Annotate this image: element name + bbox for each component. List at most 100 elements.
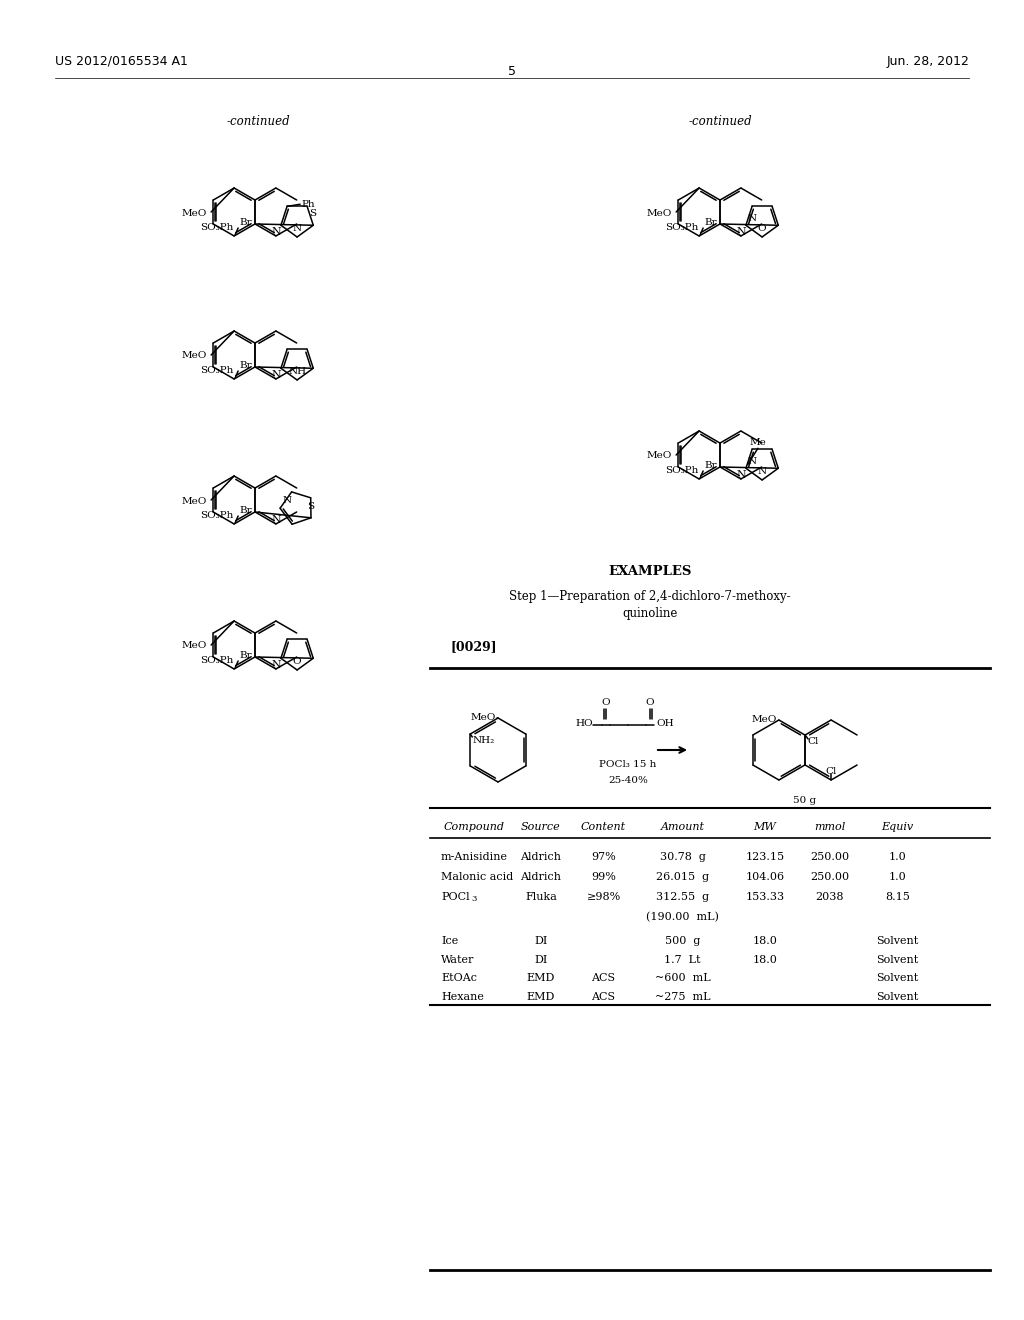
- Text: 5: 5: [508, 65, 516, 78]
- Text: MW: MW: [754, 822, 776, 832]
- Text: MeO: MeO: [181, 351, 207, 360]
- Text: O: O: [293, 657, 301, 667]
- Text: Compound: Compound: [443, 822, 505, 832]
- Text: 1.0: 1.0: [889, 851, 906, 862]
- Text: Br: Br: [705, 461, 717, 470]
- Text: Br: Br: [705, 218, 717, 227]
- Text: Step 1—Preparation of 2,4-dichloro-7-methoxy-: Step 1—Preparation of 2,4-dichloro-7-met…: [509, 590, 791, 603]
- Text: N: N: [271, 660, 281, 671]
- Text: 97%: 97%: [591, 851, 615, 862]
- Text: Br: Br: [240, 651, 252, 660]
- Text: 50 g: 50 g: [794, 796, 816, 805]
- Text: Solvent: Solvent: [877, 954, 919, 965]
- Text: Ph: Ph: [301, 199, 314, 209]
- Text: Malonic acid: Malonic acid: [441, 873, 513, 882]
- Text: N: N: [271, 515, 281, 525]
- Text: Fluka: Fluka: [525, 892, 557, 902]
- Text: 26.015  g: 26.015 g: [656, 873, 709, 882]
- Text: Equiv: Equiv: [882, 822, 913, 832]
- Text: Solvent: Solvent: [877, 993, 919, 1002]
- Text: mmol: mmol: [814, 822, 846, 832]
- Text: OH: OH: [656, 718, 674, 727]
- Text: -continued: -continued: [226, 115, 290, 128]
- Text: 312.55  g: 312.55 g: [656, 892, 709, 902]
- Text: Water: Water: [441, 954, 474, 965]
- Text: EMD: EMD: [526, 973, 555, 983]
- Text: Solvent: Solvent: [877, 936, 919, 946]
- Text: 3: 3: [471, 895, 476, 903]
- Text: m-Anisidine: m-Anisidine: [441, 851, 508, 862]
- Text: SO₃Ph: SO₃Ph: [665, 223, 698, 232]
- Text: N: N: [271, 370, 281, 380]
- Text: SO₃Ph: SO₃Ph: [200, 656, 233, 665]
- Text: NH: NH: [288, 367, 306, 376]
- Text: ~275  mL: ~275 mL: [654, 993, 711, 1002]
- Text: N: N: [736, 227, 745, 238]
- Text: SO₃Ph: SO₃Ph: [200, 511, 233, 520]
- Text: S: S: [307, 502, 314, 511]
- Text: 104.06: 104.06: [745, 873, 784, 882]
- Text: Br: Br: [240, 360, 252, 370]
- Text: SO₃Ph: SO₃Ph: [200, 366, 233, 375]
- Text: Source: Source: [521, 822, 561, 832]
- Text: 250.00: 250.00: [810, 851, 850, 862]
- Text: MeO: MeO: [471, 714, 496, 722]
- Text: MeO: MeO: [752, 715, 777, 725]
- Text: 250.00: 250.00: [810, 873, 850, 882]
- Text: POCl₃ 15 h: POCl₃ 15 h: [599, 760, 656, 770]
- Text: 25-40%: 25-40%: [608, 776, 648, 785]
- Text: Hexane: Hexane: [441, 993, 484, 1002]
- Text: Aldrich: Aldrich: [520, 873, 561, 882]
- Text: HO: HO: [575, 718, 593, 727]
- Text: ACS: ACS: [592, 973, 615, 983]
- Text: MeO: MeO: [647, 451, 672, 461]
- Text: N: N: [293, 224, 302, 234]
- Text: O: O: [646, 698, 654, 708]
- Text: DI: DI: [535, 936, 548, 946]
- Text: O: O: [602, 698, 610, 708]
- Text: Ice: Ice: [441, 936, 459, 946]
- Text: N: N: [748, 457, 757, 466]
- Text: Content: Content: [581, 822, 626, 832]
- Text: US 2012/0165534 A1: US 2012/0165534 A1: [55, 55, 187, 69]
- Text: ≥98%: ≥98%: [587, 892, 621, 902]
- Text: Br: Br: [240, 218, 252, 227]
- Text: Br: Br: [240, 506, 252, 515]
- Text: 500  g: 500 g: [665, 936, 700, 946]
- Text: NH₂: NH₂: [472, 737, 495, 744]
- Text: Cl: Cl: [825, 767, 837, 776]
- Text: N: N: [758, 467, 767, 477]
- Text: 8.15: 8.15: [885, 892, 910, 902]
- Text: 1.0: 1.0: [889, 873, 906, 882]
- Text: SO₃Ph: SO₃Ph: [665, 466, 698, 475]
- Text: quinoline: quinoline: [623, 607, 678, 620]
- Text: 30.78  g: 30.78 g: [659, 851, 706, 862]
- Text: Jun. 28, 2012: Jun. 28, 2012: [886, 55, 969, 69]
- Text: 153.33: 153.33: [745, 892, 784, 902]
- Text: POCl: POCl: [441, 892, 470, 902]
- Text: 1.7  Lt: 1.7 Lt: [665, 954, 700, 965]
- Text: Amount: Amount: [660, 822, 705, 832]
- Text: N: N: [736, 470, 745, 480]
- Text: MeO: MeO: [181, 642, 207, 651]
- Text: MeO: MeO: [181, 209, 207, 218]
- Text: (190.00  mL): (190.00 mL): [646, 912, 719, 923]
- Text: EXAMPLES: EXAMPLES: [608, 565, 691, 578]
- Text: MeO: MeO: [181, 496, 207, 506]
- Text: Cl: Cl: [807, 737, 818, 746]
- Text: N: N: [748, 214, 757, 223]
- Text: 123.15: 123.15: [745, 851, 784, 862]
- Text: ~600  mL: ~600 mL: [654, 973, 711, 983]
- Text: [0029]: [0029]: [450, 640, 497, 653]
- Text: 18.0: 18.0: [753, 936, 777, 946]
- Text: SO₃Ph: SO₃Ph: [200, 223, 233, 232]
- Text: EMD: EMD: [526, 993, 555, 1002]
- Text: N: N: [271, 227, 281, 238]
- Text: S: S: [309, 210, 316, 218]
- Text: ACS: ACS: [592, 993, 615, 1002]
- Text: N: N: [282, 496, 291, 506]
- Text: DI: DI: [535, 954, 548, 965]
- Text: O: O: [758, 224, 766, 234]
- Text: MeO: MeO: [647, 209, 672, 218]
- Text: Aldrich: Aldrich: [520, 851, 561, 862]
